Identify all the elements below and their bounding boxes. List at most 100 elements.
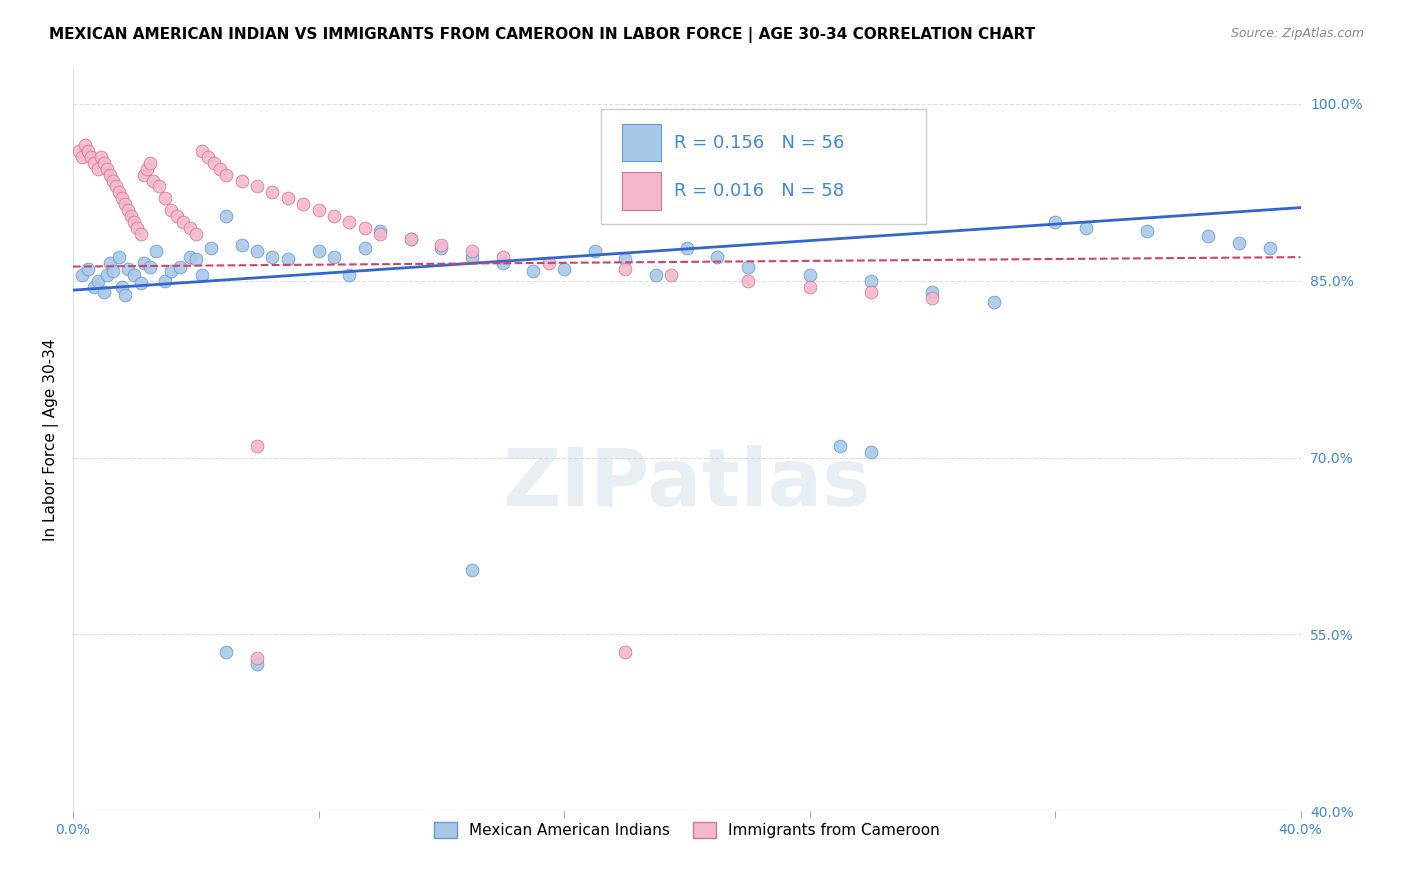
Point <box>138 260 160 274</box>
FancyBboxPatch shape <box>600 110 927 225</box>
Point <box>117 202 139 217</box>
Point <box>127 220 149 235</box>
Point <box>166 209 188 223</box>
Point <box>246 651 269 665</box>
Point <box>246 657 269 671</box>
Point <box>114 197 136 211</box>
Point <box>90 150 112 164</box>
Point <box>148 179 170 194</box>
Point <box>132 168 155 182</box>
Point <box>337 215 360 229</box>
Point <box>1258 241 1281 255</box>
Bar <box>621 172 661 210</box>
Text: R = 0.156   N = 56: R = 0.156 N = 56 <box>675 134 845 152</box>
Point <box>86 161 108 176</box>
Point <box>215 209 238 223</box>
Point <box>645 268 668 282</box>
Point <box>191 144 214 158</box>
Point <box>661 268 683 282</box>
Point <box>145 244 167 259</box>
Point <box>138 156 160 170</box>
Point <box>737 274 759 288</box>
Point <box>160 264 183 278</box>
Point <box>142 173 165 187</box>
Point <box>231 173 253 187</box>
Point <box>921 285 943 300</box>
Point <box>859 444 882 458</box>
Point <box>308 244 330 259</box>
Point <box>129 227 152 241</box>
Point <box>799 279 821 293</box>
Point <box>322 250 344 264</box>
Point <box>117 261 139 276</box>
Point <box>231 238 253 252</box>
Text: ZIPatlas: ZIPatlas <box>503 445 870 524</box>
Point <box>1074 220 1097 235</box>
Point <box>368 224 391 238</box>
Point <box>737 260 759 274</box>
Point <box>461 250 484 264</box>
Point <box>200 241 222 255</box>
Point <box>430 238 453 252</box>
Point <box>120 209 142 223</box>
Point <box>114 288 136 302</box>
Point <box>461 562 484 576</box>
Point <box>129 276 152 290</box>
Point <box>399 232 422 246</box>
Point <box>124 215 146 229</box>
Point <box>184 252 207 267</box>
Point <box>614 261 637 276</box>
Point <box>111 279 134 293</box>
Point <box>537 256 560 270</box>
Point <box>77 144 100 158</box>
Point <box>292 197 315 211</box>
Point <box>215 645 238 659</box>
Point <box>184 227 207 241</box>
Point <box>96 161 118 176</box>
Point <box>153 274 176 288</box>
Point <box>799 268 821 282</box>
Point <box>277 191 299 205</box>
Point <box>491 256 513 270</box>
Point <box>135 161 157 176</box>
Point <box>553 261 575 276</box>
Point <box>859 285 882 300</box>
Point <box>93 156 115 170</box>
Point <box>108 250 131 264</box>
Point <box>461 244 484 259</box>
Point <box>353 220 375 235</box>
Point <box>98 256 121 270</box>
Point <box>368 227 391 241</box>
Point <box>209 161 232 176</box>
Point <box>614 252 637 267</box>
Point <box>522 264 544 278</box>
Point <box>173 215 195 229</box>
Point <box>191 268 214 282</box>
Point <box>70 150 93 164</box>
Text: Source: ZipAtlas.com: Source: ZipAtlas.com <box>1230 27 1364 40</box>
Point <box>399 232 422 246</box>
Point <box>322 209 344 223</box>
Bar <box>621 124 661 161</box>
Point <box>197 150 219 164</box>
Point <box>262 250 284 264</box>
Point <box>430 241 453 255</box>
Point <box>491 250 513 264</box>
Point <box>308 202 330 217</box>
Point <box>153 191 176 205</box>
Point <box>132 256 155 270</box>
Point <box>101 173 124 187</box>
Point <box>921 292 943 306</box>
Point <box>98 168 121 182</box>
Point <box>246 244 269 259</box>
Point <box>101 264 124 278</box>
Point <box>80 150 103 164</box>
Point <box>160 202 183 217</box>
Point <box>202 156 225 170</box>
Point <box>1227 235 1250 250</box>
Point <box>830 439 852 453</box>
Point <box>353 241 375 255</box>
Point <box>67 144 90 158</box>
Point <box>169 260 191 274</box>
Point <box>77 261 100 276</box>
